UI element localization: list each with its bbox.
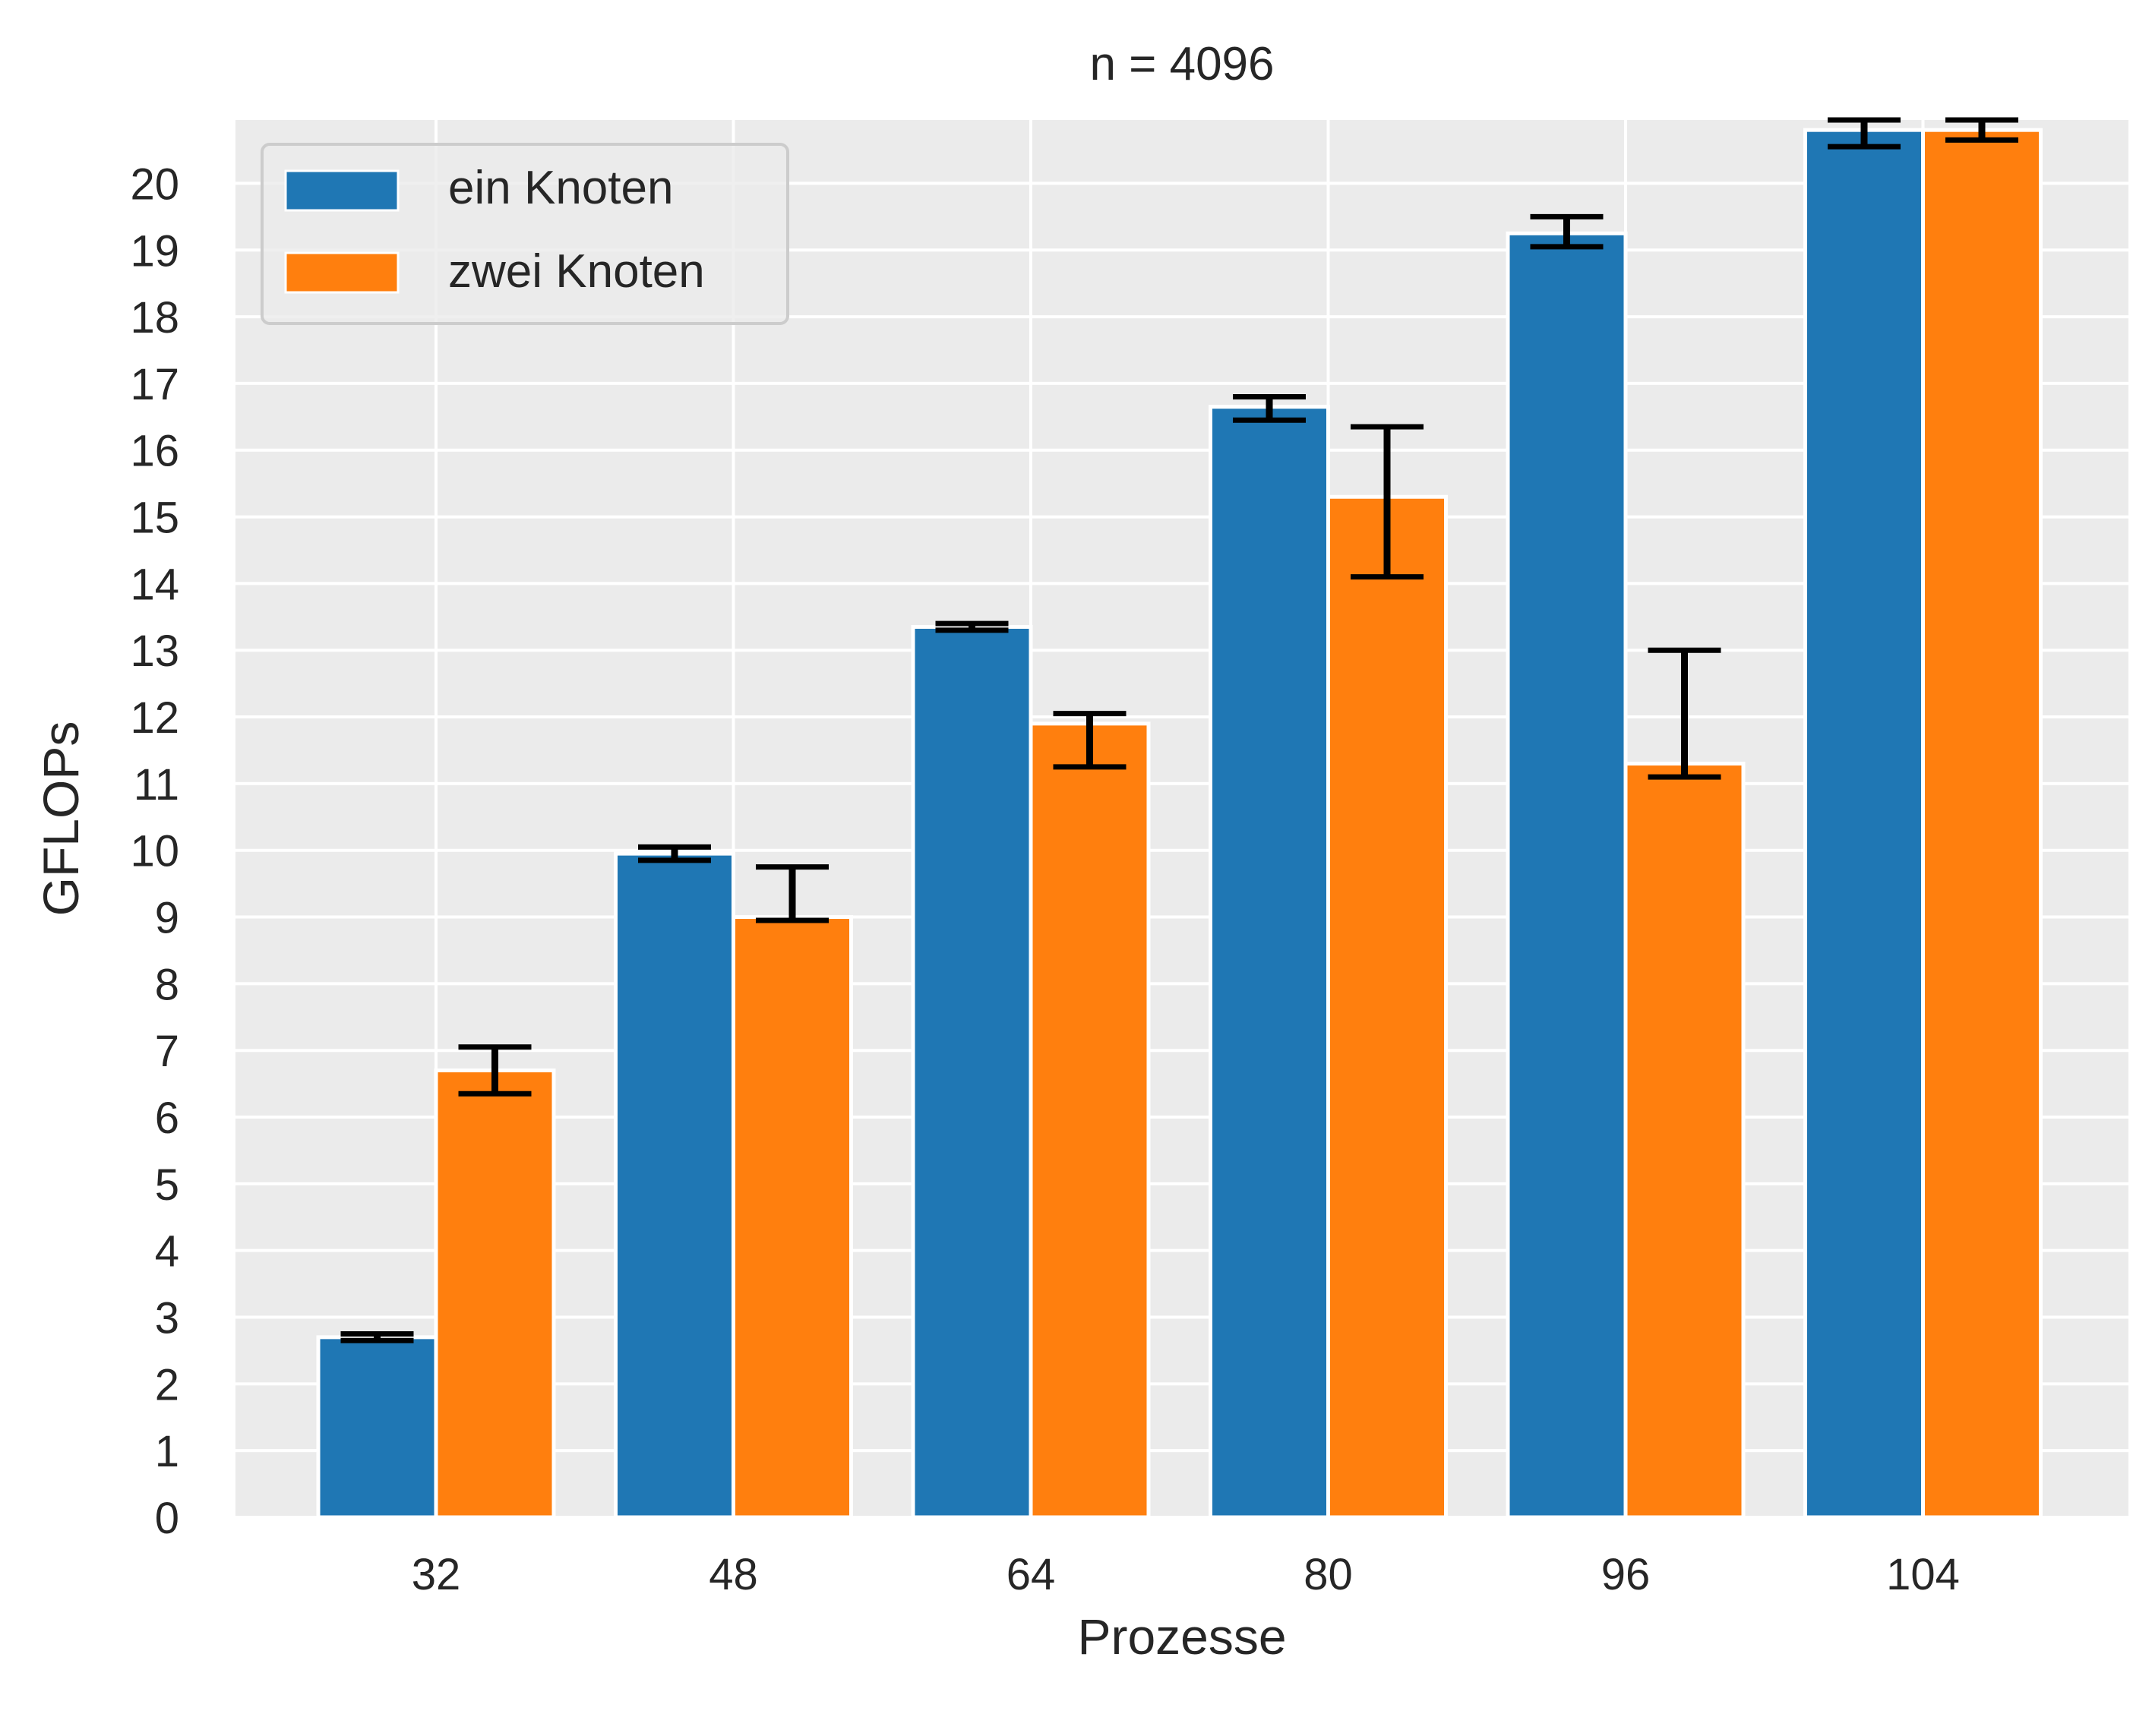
- y-tick-label: 4: [155, 1227, 179, 1277]
- y-tick-label: 11: [134, 760, 179, 810]
- x-axis-label: Prozesse: [1077, 1608, 1286, 1665]
- x-axis-ticks: 32 48 64 80 96 104: [412, 1550, 1960, 1599]
- y-tick-label: 2: [155, 1360, 179, 1409]
- y-tick-label: 0: [155, 1494, 179, 1543]
- bar-zwei-knoten: [1326, 494, 1448, 1520]
- bar-zwei-knoten: [1921, 128, 2043, 1520]
- y-tick-label: 19: [130, 226, 179, 276]
- y-tick-label: 9: [155, 894, 179, 943]
- bar-zwei-knoten: [1029, 721, 1151, 1520]
- x-tick-label: 64: [1006, 1550, 1056, 1599]
- x-tick-label: 48: [709, 1550, 758, 1599]
- legend-label-zwei-knoten: zwei Knoten: [448, 245, 705, 298]
- bar-ein-knoten: [614, 851, 735, 1520]
- bar-zwei-knoten: [434, 1068, 556, 1520]
- y-tick-label: 5: [155, 1160, 179, 1210]
- bar-zwei-knoten: [732, 915, 853, 1520]
- y-tick-label: 10: [130, 827, 179, 876]
- y-tick-label: 15: [130, 494, 179, 543]
- x-tick-label: 104: [1886, 1550, 1960, 1599]
- y-tick-label: 20: [130, 159, 179, 209]
- x-tick-label: 32: [412, 1550, 461, 1599]
- legend-swatch-zwei-knoten: [284, 251, 400, 294]
- x-tick-label: 80: [1304, 1550, 1353, 1599]
- legend: ein Knoten zwei Knoten: [261, 143, 789, 325]
- y-tick-label: 13: [130, 627, 179, 676]
- y-tick-label: 7: [155, 1027, 179, 1076]
- y-tick-label: 3: [155, 1294, 179, 1343]
- bar-zwei-knoten: [1623, 762, 1746, 1520]
- bar-ein-knoten: [1209, 405, 1330, 1520]
- bar-ein-knoten: [1803, 128, 1925, 1520]
- y-tick-label: 14: [130, 560, 179, 609]
- bar-ein-knoten: [911, 624, 1033, 1520]
- legend-label-ein-knoten: ein Knoten: [448, 162, 673, 214]
- y-tick-label: 6: [155, 1094, 179, 1143]
- chart-title: n = 4096: [1089, 38, 1274, 90]
- y-tick-label: 1: [155, 1427, 179, 1476]
- legend-swatch-ein-knoten: [284, 169, 400, 212]
- y-tick-label: 17: [130, 360, 179, 409]
- error-bars: [340, 117, 2018, 1343]
- y-tick-label: 18: [130, 293, 179, 342]
- x-tick-label: 96: [1601, 1550, 1651, 1599]
- y-tick-label: 12: [130, 693, 179, 743]
- bars: [316, 128, 2043, 1520]
- y-tick-label: 16: [130, 427, 179, 476]
- y-tick-label: 8: [155, 960, 179, 1009]
- y-axis-label: GFLOPs: [33, 721, 89, 917]
- bar-ein-knoten: [316, 1335, 438, 1520]
- bar-ein-knoten: [1506, 231, 1628, 1520]
